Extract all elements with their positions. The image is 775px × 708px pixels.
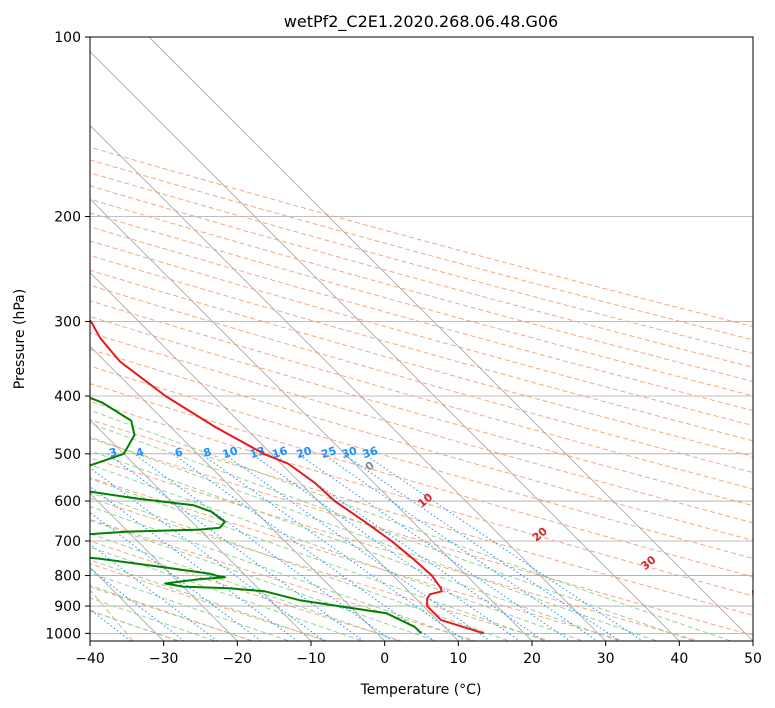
moist-adiabat-label: 40: [748, 581, 768, 601]
x-tick-label: −30: [149, 651, 179, 667]
y-tick-label: 400: [54, 389, 81, 405]
mixing-ratio-line: [90, 511, 262, 641]
x-tick-label: 20: [523, 651, 541, 667]
mixing-ratio-label: 3: [108, 445, 119, 460]
mixing-ratio-line: [107, 453, 365, 641]
isotherm: [90, 124, 606, 641]
x-tick-label: 50: [744, 651, 762, 667]
x-tick-label: −20: [223, 651, 253, 667]
dry-adiabat: [90, 240, 753, 427]
mixing-ratio-label: 30: [340, 444, 359, 461]
plot-background: [90, 37, 753, 641]
mixing-ratio-label: 16: [271, 444, 290, 461]
isotherm: [90, 419, 312, 641]
mixing-ratio-line: [273, 453, 545, 641]
isotherm: [90, 51, 680, 641]
dry-adiabat: [90, 185, 753, 368]
moist-adiabat: [90, 436, 659, 641]
x-tick-label: 30: [597, 651, 615, 667]
moist-adiabat: [90, 546, 364, 641]
x-axis-ticks: −40 −30 −20 −10 0 10 20 30 40 50: [75, 641, 762, 667]
mixing-ratio-label: 4: [134, 445, 146, 460]
mixing-ratio-label: 8: [202, 445, 213, 460]
dry-adiabat: [90, 518, 478, 641]
y-tick-label: 200: [54, 210, 81, 226]
y-tick-label: 700: [54, 534, 81, 550]
moist-adiabat: [90, 450, 622, 641]
reference-lines: [90, 37, 753, 641]
y-axis-label: Pressure (hPa): [12, 289, 28, 389]
x-axis-label: Temperature (°C): [360, 682, 482, 698]
moist-adiabat: [90, 597, 217, 641]
dry-adiabat: [90, 316, 753, 507]
mixing-ratio-line: [297, 453, 572, 641]
plot-frame: [89, 36, 754, 642]
moist-adiabat: [90, 584, 254, 641]
y-tick-label: 500: [54, 447, 81, 463]
dry-adiabat: [90, 477, 627, 641]
dry-adiabat: [90, 400, 753, 597]
dewpoint-line: [90, 396, 422, 635]
moist-adiabat: [90, 610, 180, 641]
temperature-line: [90, 319, 485, 635]
dry-adiabat: [90, 172, 753, 354]
dry-adiabat: [90, 254, 753, 442]
mixing-ratio-line: [90, 486, 299, 641]
moist-adiabat: [90, 492, 511, 641]
mixing-ratio-label: 25: [320, 444, 339, 461]
y-tick-label: 600: [54, 494, 81, 510]
mixing-ratio-label: 6: [173, 445, 185, 460]
chart-title: wetPf2_C2E1.2020.268.06.48.G06: [284, 12, 558, 32]
y-tick-label: 1000: [45, 626, 81, 642]
dry-adiabat: [90, 383, 753, 578]
x-tick-label: −10: [296, 651, 326, 667]
outer-curve: [90, 589, 134, 641]
mixing-ratio-line: [201, 453, 467, 641]
y-tick-label: 800: [54, 569, 81, 585]
dry-adiabat: [90, 146, 753, 328]
dry-adiabat: [90, 198, 753, 382]
x-tick-label: 40: [670, 651, 688, 667]
mixing-ratio-label: 36: [361, 444, 380, 461]
isotherm: [90, 345, 385, 641]
isotherm: [90, 272, 459, 641]
moist-adiabat: [90, 519, 438, 641]
dry-adiabat: [90, 159, 753, 341]
mixing-ratio-line: [133, 453, 394, 641]
dry-adiabat: [90, 437, 753, 636]
y-tick-label: 100: [54, 30, 81, 46]
x-tick-label: 0: [380, 651, 389, 667]
isotherm: [90, 198, 533, 641]
dry-adiabat: [90, 226, 753, 412]
dry-adiabat: [90, 348, 753, 541]
dry-adiabat: [90, 563, 329, 641]
x-tick-label: −40: [75, 651, 105, 667]
dry-adiabat: [90, 586, 255, 641]
dry-adiabat: [90, 212, 753, 397]
moist-adiabat: [90, 559, 328, 641]
moist-adiabat: [90, 409, 733, 641]
y-axis-ticks: 100 200 300 400 500 600 700 800 900 1000: [45, 30, 90, 642]
mixing-ratio-line: [342, 453, 621, 641]
isotherm: [90, 493, 238, 641]
moist-adiabat: [90, 506, 474, 641]
y-tick-label: 300: [54, 315, 81, 331]
mixing-ratio-label: 20: [295, 444, 314, 461]
isotherm: [148, 37, 753, 641]
mixing-ratio-label: 10: [221, 444, 240, 461]
y-tick-label: 900: [54, 599, 81, 615]
x-tick-label: 10: [449, 651, 467, 667]
profile-lines: [90, 319, 485, 635]
